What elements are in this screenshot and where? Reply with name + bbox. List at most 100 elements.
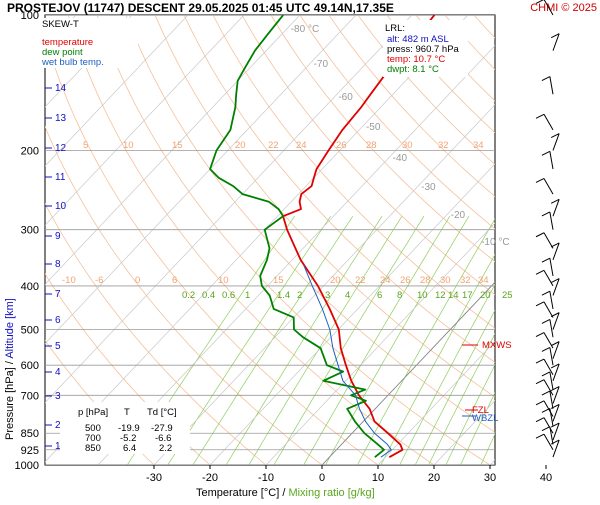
wind-barb-staff <box>549 408 554 427</box>
wind-barb-flag <box>535 379 545 385</box>
dry-adiabat-line <box>328 15 495 197</box>
pressure-tick-label: 700 <box>21 390 39 402</box>
mixing-ratio-label-top: 26 <box>336 140 347 151</box>
altitude-tick-label: 13 <box>55 113 67 124</box>
dry-adiabat-line <box>299 15 495 230</box>
mixing-ratio-line <box>460 391 495 465</box>
dry-adiabat-line <box>532 15 600 465</box>
legend: SKEW-T temperature dew point wet bulb te… <box>40 18 138 68</box>
wind-barb-staff <box>543 0 554 16</box>
pressure-tick-label: 1000 <box>15 460 39 472</box>
x-axis-title-separator: / <box>279 487 288 499</box>
wind-barb-flag <box>535 417 545 423</box>
pressure-tick-label: 200 <box>21 145 39 157</box>
isotherm-line <box>546 15 600 465</box>
wind-barb-staff <box>549 258 554 276</box>
wind-barb-staff <box>552 312 560 330</box>
x-tick-label: 0 <box>319 472 325 484</box>
mixing-ratio-label-upper: 10 <box>218 275 229 286</box>
wind-barb-staff <box>543 301 554 318</box>
y-axis-title-separator: / <box>4 359 16 368</box>
x-tick-label: 40 <box>540 472 552 484</box>
mixing-ratio-label: 1.4 <box>277 290 290 301</box>
mixing-ratio-label-upper: 0 <box>135 275 140 286</box>
wind-barb-flag <box>541 319 551 324</box>
wind-barb-staff <box>552 242 560 261</box>
info-box: LRL: alt: 482 m ASL press: 960.7 hPa tem… <box>383 20 468 77</box>
isotherm-label: -10 °C <box>481 237 509 248</box>
table-cell: -19.9 <box>118 423 140 434</box>
table-cell: -5.2 <box>120 433 136 444</box>
isotherm-label: -30 <box>421 182 436 193</box>
x-tick-label: 20 <box>428 472 440 484</box>
wind-barb-staff <box>552 439 560 458</box>
mixing-ratio-label: 17 <box>462 290 473 301</box>
wind-barb-flag <box>535 269 545 275</box>
profile-lines <box>209 15 436 458</box>
x-tick-label: 30 <box>484 472 496 484</box>
legend-box <box>40 18 138 68</box>
table-cell: 6.4 <box>123 443 136 454</box>
wind-barb-flag <box>541 346 551 352</box>
info-dwpt: dwpt: 8.1 °C <box>387 64 439 75</box>
wind-barb-flag <box>535 232 545 238</box>
mixing-ratio-label-top: 5 <box>83 140 88 151</box>
wind-barb-staff <box>549 390 554 409</box>
wind-barb-flag <box>541 257 551 263</box>
wind-barb-staff <box>549 76 554 95</box>
wind-barb-staff <box>549 151 554 170</box>
x-tick-label: -10 <box>258 472 274 484</box>
wind-barb-staff <box>552 422 560 441</box>
isotherm-line <box>45 15 413 404</box>
mixing-ratio-label-upper: 34 <box>478 275 489 286</box>
mixing-ratio-label-upper: 15 <box>273 275 284 286</box>
chart-title: PROSTEJOV (11747) DESCENT 29.05.2025 01:… <box>7 1 394 15</box>
wind-barb-flag <box>541 211 551 217</box>
x-tick-label: -20 <box>202 472 218 484</box>
isotherm-label: -40 <box>393 153 408 164</box>
mixing-ratio-label-upper: 6 <box>172 275 177 286</box>
wind-barb-staff <box>552 199 560 217</box>
altitude-tick-label: 7 <box>55 289 61 300</box>
mixing-ratio-label-top: 28 <box>366 140 377 151</box>
table-cell: -27.9 <box>151 423 173 434</box>
table-header-p: p [hPa] <box>78 407 108 418</box>
legend-dewpoint: dew point <box>42 47 83 58</box>
mixing-ratio-label-upper: 32 <box>460 275 471 286</box>
x-tick-label: -30 <box>146 472 162 484</box>
altitude-tick-label: 8 <box>55 259 61 270</box>
mixing-ratio-label: 0.2 <box>182 290 195 301</box>
pressure-tick-label: 500 <box>21 325 39 337</box>
series-line <box>209 15 385 458</box>
dry-adiabat-line <box>125 15 495 433</box>
wind-barb-staff <box>549 291 554 310</box>
y-axis-title-altitude: Altitude [km] <box>4 298 16 359</box>
info-temp: temp: 10.7 °C <box>387 54 445 65</box>
wind-barb-staff <box>552 133 560 151</box>
wind-barb-flag <box>550 312 560 318</box>
dry-adiabat-line <box>270 15 495 263</box>
wind-barb-flag <box>535 178 545 183</box>
wind-barb-flag <box>535 0 544 4</box>
wind-barb-flag <box>541 290 551 296</box>
wind-barb-flag <box>550 404 560 409</box>
wind-barb-flag <box>535 301 545 307</box>
wind-barb-flag <box>550 242 560 248</box>
mixing-ratio-label: 12 <box>435 290 446 301</box>
dry-adiabat-line <box>154 15 495 398</box>
wind-barb-staff <box>543 358 554 375</box>
x-axis-title-mix: Mixing ratio [g/kg] <box>288 487 374 499</box>
pressure-tick-label: 300 <box>21 225 39 237</box>
pressure-tick-label: 100 <box>21 10 39 22</box>
info-press: press: 960.7 hPa <box>387 44 460 55</box>
wind-barb-staff <box>552 341 560 359</box>
wind-barb-flag <box>541 408 551 413</box>
wind-barb-staff <box>543 433 554 451</box>
wind-barb-staff <box>549 347 554 366</box>
mixing-ratio-label-upper: 24 <box>380 275 391 286</box>
wind-barb-staff <box>543 379 554 396</box>
wind-barb-staff <box>552 363 560 381</box>
mixing-ratio-label-upper: 20 <box>330 275 341 286</box>
